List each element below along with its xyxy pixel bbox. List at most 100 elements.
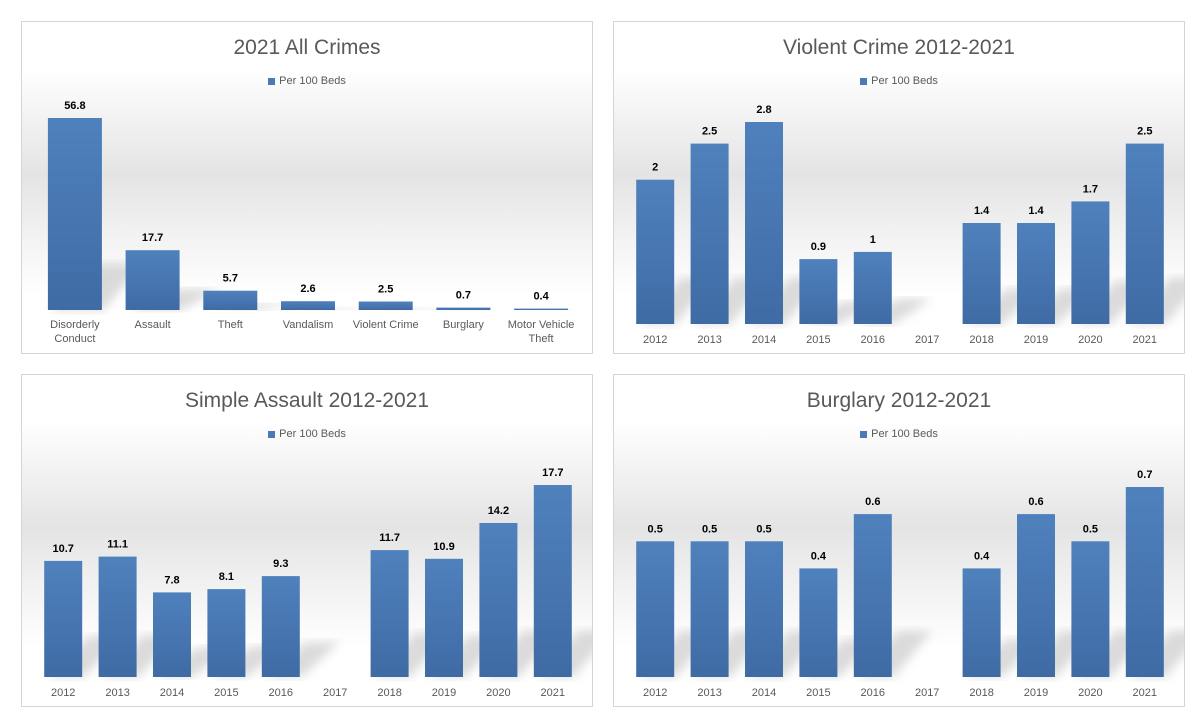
bar bbox=[1071, 541, 1110, 677]
data-label: 0.9 bbox=[811, 241, 826, 253]
chart-title: Burglary 2012-2021 bbox=[806, 389, 992, 412]
x-tick-label: 2017 bbox=[323, 687, 347, 699]
data-label: 11.1 bbox=[107, 539, 128, 551]
bar bbox=[962, 568, 1001, 677]
x-tick-label: 2015 bbox=[214, 687, 238, 699]
x-tick-label: 2014 bbox=[752, 687, 776, 699]
x-tick-label: 2013 bbox=[105, 687, 129, 699]
x-tick-label: 2015 bbox=[806, 334, 830, 346]
data-label: 5.7 bbox=[223, 273, 238, 285]
legend-swatch bbox=[268, 77, 276, 85]
bar-chart-burglary: 0.5 2012 0.5 2013 0.5 2014 0.4 2015 0.6 2016 2017 0… bbox=[636, 469, 1184, 699]
x-tick-label: 2016 bbox=[861, 687, 885, 699]
data-label: 10.7 bbox=[52, 543, 73, 555]
bar bbox=[358, 301, 413, 310]
bar-chart-all-crimes: 56.8 Disorderly Conduct 17.7 Assault 5.7 Theft… bbox=[47, 100, 592, 345]
bar bbox=[44, 560, 83, 677]
legend-label: Per 100 Beds bbox=[871, 75, 938, 87]
data-label: 0.4 bbox=[974, 550, 990, 562]
chart-legend: Per 100 Beds bbox=[614, 428, 1184, 440]
bar bbox=[1071, 201, 1110, 324]
x-tick-label: Assault bbox=[135, 319, 171, 331]
data-label: 0.7 bbox=[456, 290, 471, 302]
x-tick-label: 2017 bbox=[915, 334, 939, 346]
data-label: 9.3 bbox=[273, 558, 288, 570]
chart-title: 2021 All Crimes bbox=[233, 36, 381, 59]
chart-legend: Per 100 Beds bbox=[22, 75, 592, 87]
legend-label: Per 100 Beds bbox=[871, 428, 938, 440]
data-label: 10.9 bbox=[433, 541, 454, 553]
legend-label: Per 100 Beds bbox=[279, 428, 346, 440]
x-tick-label: 2018 bbox=[969, 334, 993, 346]
chart-title: Simple Assault 2012-2021 bbox=[185, 389, 429, 412]
data-label: 1 bbox=[870, 234, 876, 246]
x-tick-label: 2016 bbox=[269, 687, 293, 699]
data-label: 0.5 bbox=[702, 523, 717, 535]
data-label: 2.8 bbox=[756, 104, 771, 116]
bar bbox=[799, 568, 838, 677]
bar bbox=[1125, 143, 1164, 324]
data-label: 1.4 bbox=[1028, 205, 1044, 217]
bar bbox=[745, 122, 783, 324]
x-tick-label: 2013 bbox=[697, 334, 721, 346]
chart-legend: Per 100 Beds bbox=[614, 75, 1184, 87]
chart-panel-burglary: Burglary 2012-2021 Per 100 Beds 0.5 2012 0… bbox=[613, 374, 1185, 707]
data-label: 56.8 bbox=[64, 100, 85, 112]
x-tick-label: 2012 bbox=[51, 687, 75, 699]
legend-swatch bbox=[860, 77, 868, 85]
x-tick-label: Vandalism bbox=[283, 319, 334, 331]
bar bbox=[436, 307, 491, 310]
bar-chart-simple-assault: 10.7 2012 11.1 2013 7.8 2014 8.1 2015 9.3 2016 201… bbox=[44, 467, 592, 699]
x-tick-label: Burglary bbox=[443, 319, 484, 331]
bar bbox=[370, 550, 409, 677]
data-label: 2.5 bbox=[1137, 126, 1152, 138]
bar bbox=[203, 290, 258, 310]
x-tick-label: 2021 bbox=[1133, 334, 1157, 346]
data-label: 0.7 bbox=[1137, 469, 1152, 481]
x-tick-label: Conduct bbox=[54, 333, 95, 345]
chart-legend: Per 100 Beds bbox=[22, 428, 592, 440]
chart-panel-violent-crime: Violent Crime 2012-2021 Per 100 Beds 2 20… bbox=[613, 21, 1185, 354]
x-tick-label: 2021 bbox=[1133, 687, 1157, 699]
data-label: 14.2 bbox=[488, 505, 509, 517]
legend-label: Per 100 Beds bbox=[279, 75, 346, 87]
bar bbox=[636, 179, 675, 324]
data-label: 2 bbox=[652, 162, 658, 174]
data-label: 1.7 bbox=[1083, 183, 1098, 195]
chart-panel-simple-assault: Simple Assault 2012-2021 Per 100 Beds 10… bbox=[21, 374, 593, 707]
bar bbox=[479, 523, 518, 677]
bar bbox=[514, 308, 569, 310]
bar bbox=[533, 485, 572, 677]
bar bbox=[853, 251, 892, 324]
bar bbox=[47, 118, 102, 310]
chart-panel-all-crimes: 2021 All Crimes Per 100 Beds 56.8 Disorde… bbox=[21, 21, 593, 354]
bar bbox=[1017, 223, 1055, 324]
x-tick-label: 2019 bbox=[1024, 334, 1048, 346]
bar bbox=[153, 592, 191, 677]
chart-title: Violent Crime 2012-2021 bbox=[783, 36, 1015, 59]
data-label: 0.4 bbox=[811, 550, 827, 562]
bar-chart-violent-crime: 2 2012 2.5 2013 2.8 2014 0.9 2015 1 2016 2017 1.4 20… bbox=[636, 104, 1184, 346]
data-label: 11.7 bbox=[379, 532, 400, 544]
data-label: 17.7 bbox=[142, 232, 163, 244]
x-tick-label: 2014 bbox=[752, 334, 776, 346]
x-tick-label: 2012 bbox=[643, 334, 667, 346]
bar bbox=[425, 558, 463, 677]
data-label: 0.5 bbox=[1083, 523, 1098, 535]
x-tick-label: 2020 bbox=[1078, 687, 1102, 699]
bar bbox=[281, 301, 335, 310]
x-tick-label: Disorderly bbox=[50, 319, 100, 331]
x-tick-label: 2019 bbox=[432, 687, 456, 699]
data-label: 2.6 bbox=[300, 283, 315, 295]
data-label: 17.7 bbox=[542, 467, 563, 479]
x-tick-label: Violent Crime bbox=[353, 319, 419, 331]
bar bbox=[853, 514, 892, 677]
bar bbox=[261, 576, 300, 677]
x-tick-label: 2018 bbox=[969, 687, 993, 699]
bar bbox=[962, 223, 1001, 324]
x-tick-label: 2020 bbox=[486, 687, 510, 699]
x-tick-label: 2019 bbox=[1024, 687, 1048, 699]
x-tick-label: Theft bbox=[218, 319, 243, 331]
data-label: 0.5 bbox=[648, 523, 663, 535]
data-label: 2.5 bbox=[702, 126, 717, 138]
